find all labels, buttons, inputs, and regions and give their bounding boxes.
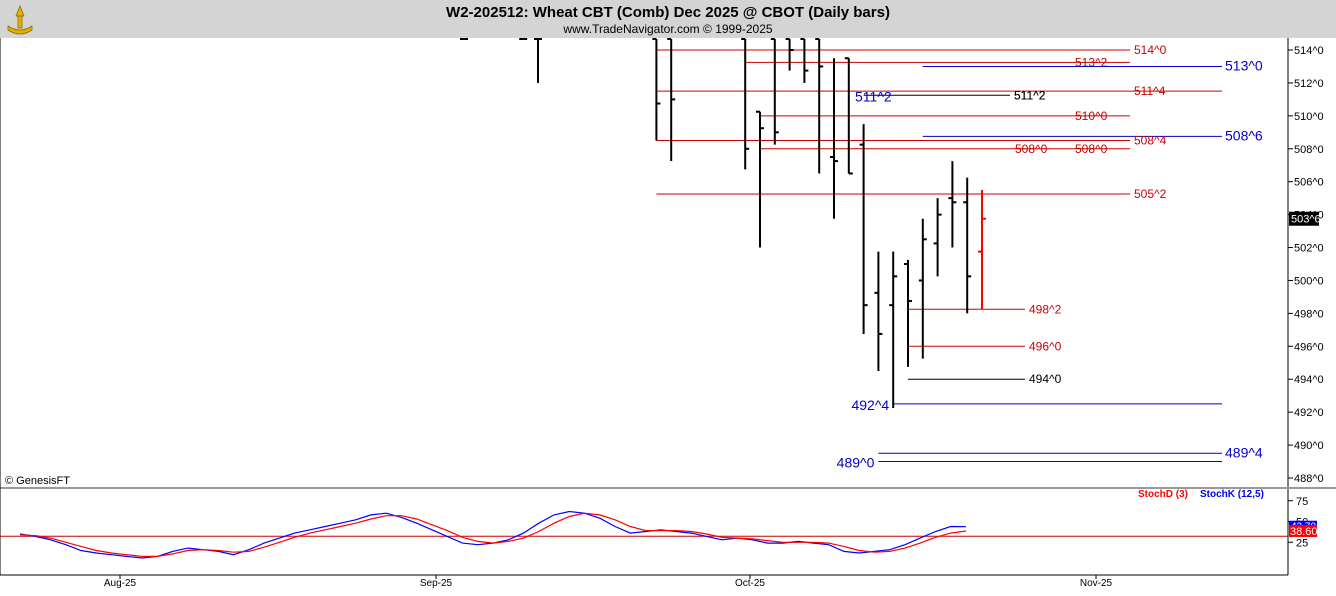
level-label: 511^2	[1014, 88, 1046, 102]
price-tick-label: 506^0	[1294, 177, 1324, 189]
level-label: 494^0	[1029, 372, 1062, 386]
level-label: 508^4	[1134, 134, 1167, 148]
price-tick-label: 500^0	[1294, 275, 1324, 287]
price-bars	[460, 38, 986, 409]
date-tick-label: Sep-25	[420, 578, 453, 589]
date-tick-label: Aug-25	[104, 578, 137, 589]
stoch-series-line	[19, 510, 967, 559]
level-label: 508^0	[1075, 142, 1108, 156]
price-tick-label: 502^0	[1294, 243, 1324, 255]
stoch-tick-label: 75	[1296, 496, 1308, 508]
chart-title: W2-202512: Wheat CBT (Comb) Dec 2025 @ C…	[446, 4, 890, 21]
price-tick-label: 508^0	[1294, 144, 1324, 156]
level-label: 489^4	[1225, 444, 1263, 460]
level-left-label: 492^4	[851, 397, 889, 413]
stoch-legend-d: StochD (3)	[1138, 489, 1188, 500]
price-tick-label: 498^0	[1294, 308, 1324, 320]
level-label: 508^6	[1225, 127, 1263, 143]
price-tick-label: 496^0	[1294, 341, 1324, 353]
level-left-label-blue: 511^2	[855, 88, 892, 104]
level-label: 510^0	[1075, 109, 1108, 123]
level-label: 514^0	[1134, 43, 1167, 57]
price-tick-label: 488^0	[1294, 473, 1324, 485]
last-price-label: 503^6	[1291, 214, 1321, 226]
price-tick-label: 494^0	[1294, 374, 1324, 386]
price-tick-label: 512^0	[1294, 78, 1324, 90]
date-axis: Aug-25 Sep-25 Oct-25 Nov-25	[104, 575, 1113, 589]
price-tick-label: 492^0	[1294, 407, 1324, 419]
stoch-legend-k: StochK (12,5)	[1200, 489, 1264, 500]
stochastic-panel: 255075StochD (3)StochK (12,5)43.7038.60	[0, 489, 1318, 559]
level-label: 498^2	[1029, 302, 1062, 316]
app-logo	[7, 4, 33, 35]
chart-subtitle: www.TradeNavigator.com © 1999-2025	[562, 22, 772, 36]
last-price-box	[1289, 211, 1319, 226]
level-label: 513^2	[1075, 55, 1108, 69]
price-panel-bg	[0, 38, 1288, 488]
price-tick-label: 510^0	[1294, 111, 1324, 123]
stoch-series-line	[19, 512, 967, 558]
level-label: 511^4	[1134, 84, 1166, 98]
header-band	[0, 0, 1336, 38]
date-tick-label: Nov-25	[1080, 578, 1113, 589]
stoch-last-d-label: 38.60	[1290, 526, 1318, 538]
price-tick-label: 490^0	[1294, 440, 1324, 452]
level-dup-label: 508^0	[1015, 142, 1048, 156]
date-tick-label: Oct-25	[735, 578, 765, 589]
price-tick-label: 514^0	[1294, 45, 1324, 57]
level-label: 496^0	[1029, 339, 1062, 353]
copyright: © GenesisFT	[5, 475, 70, 487]
level-label: 513^0	[1225, 57, 1263, 73]
level-left-label: 511^2	[1014, 88, 1046, 102]
level-left-label: 489^0	[837, 455, 875, 471]
stoch-last-d-box	[1289, 524, 1317, 537]
price-axis-ticks: 488^0 490^0 492^0 494^0 496^0 498^0 500^0 502^0…	[1288, 45, 1324, 485]
stoch-tick-label: 25	[1296, 537, 1308, 549]
level-label: 505^2	[1134, 187, 1167, 201]
